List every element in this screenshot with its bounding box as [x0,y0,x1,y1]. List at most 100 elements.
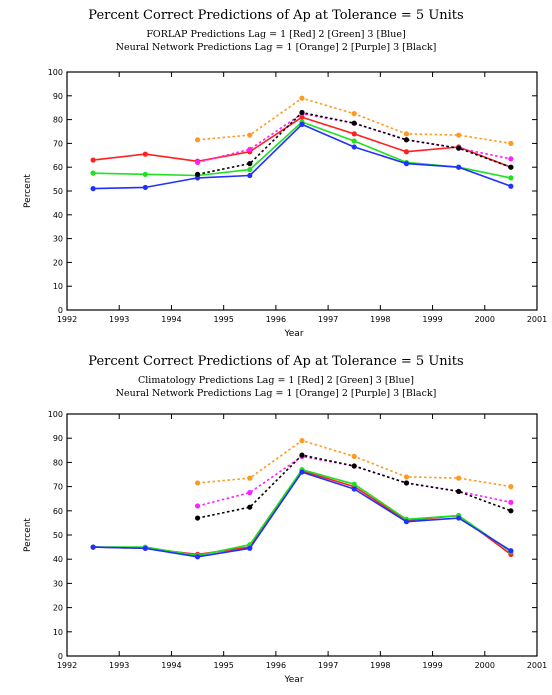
y-tick-label: 90 [53,92,63,101]
data-point-2 [508,548,514,554]
chart-title: Percent Correct Predictions of Ap at Tol… [88,8,464,23]
y-tick-label: 60 [53,507,63,516]
y-tick-label: 90 [53,434,63,443]
data-point-3 [194,137,201,143]
data-point-5 [194,171,201,177]
x-tick-label: 2001 [527,661,547,670]
data-point-1 [142,171,148,177]
y-tick-label: 50 [53,187,63,196]
data-point-1 [247,166,253,173]
y-tick-label: 60 [53,163,63,172]
x-tick-label: 1994 [161,315,181,324]
data-point-0 [403,149,410,155]
data-point-0 [142,151,148,157]
x-tick-label: 1994 [161,661,181,670]
x-tick-label: 2000 [475,315,495,324]
data-point-3 [508,140,514,146]
plot-frame [66,413,538,657]
x-axis-label: Year [283,675,303,685]
y-tick-label: 50 [53,531,63,540]
chart-panel-climatology: Percent Correct Predictions of Ap at Tol… [0,348,552,695]
chart-subtitle-1: FORLAP Predictions Lag = 1 [Red] 2 [Gree… [146,29,406,40]
y-tick-label: 0 [58,652,63,661]
x-axis-label: Year [283,329,303,339]
x-tick-label: 1998 [370,661,390,670]
x-tick-label: 1999 [422,661,442,670]
line-chart-forlap: 0 10 20 30 40 50 60 70 80 90 100 1992 1993 1994 1995 19… [23,68,547,339]
data-point-3 [299,95,305,101]
plot-frame [66,71,538,311]
y-tick-label: 70 [53,483,63,492]
data-point-2 [351,144,357,150]
x-tick-label: 2000 [475,661,495,670]
data-point-4 [194,159,201,166]
x-tick-label: 1993 [109,315,129,324]
data-point-4 [508,156,514,162]
y-tick-label: 20 [53,258,63,267]
y-tick-label: 40 [53,211,63,220]
data-point-2 [403,519,410,525]
data-point-5 [299,109,305,116]
chart-panel-forlap: Percent Correct Predictions of Ap at Tol… [23,8,547,339]
y-tick-label: 20 [53,604,63,613]
x-tick-label: 1995 [213,661,233,670]
data-point-2 [194,554,201,560]
data-point-5 [456,488,462,495]
data-point-2 [508,183,514,189]
x-tick-label: 1993 [109,661,129,670]
chart-subtitle-2: Neural Network Predictions Lag = 1 [Oran… [115,42,437,53]
y-tick-label: 10 [53,628,63,637]
data-point-2 [247,172,253,179]
data-point-0 [351,131,357,137]
y-tick-label: 30 [53,235,63,244]
x-tick-label: 1992 [57,315,77,324]
y-axis-label: Percent [23,174,33,208]
data-point-2 [456,515,462,521]
data-point-1 [508,175,514,181]
series-line-2 [93,123,512,190]
data-point-3 [247,475,253,481]
data-point-5 [403,480,410,486]
data-point-2 [142,545,148,551]
data-point-2 [299,469,305,475]
data-point-4 [247,146,253,152]
data-point-5 [247,161,253,167]
y-tick-label: 40 [53,555,63,564]
data-point-5 [351,120,357,126]
x-tick-label: 1997 [318,315,338,324]
data-point-4 [508,499,514,505]
series-line-2 [93,471,512,558]
y-tick-label: 80 [53,116,63,125]
data-point-3 [351,453,357,459]
series-line-1 [93,468,512,557]
data-point-2 [194,175,201,181]
y-tick-label: 70 [53,139,63,148]
data-point-0 [90,157,96,163]
data-point-5 [456,145,462,151]
data-point-4 [194,503,201,509]
data-point-2 [403,161,410,167]
y-axis-label: Percent [23,518,33,552]
data-point-0 [299,114,305,120]
data-point-5 [247,504,253,510]
data-point-5 [351,463,357,469]
y-tick-label: 80 [53,458,63,467]
data-point-3 [351,111,357,117]
data-point-5 [403,137,410,143]
y-tick-label: 10 [53,282,63,291]
x-tick-label: 1998 [370,315,390,324]
data-point-2 [90,544,96,550]
y-tick-label: 100 [48,410,63,419]
data-point-3 [299,438,305,444]
x-tick-label: 1996 [266,661,286,670]
data-point-4 [247,490,253,496]
series-line-0 [93,470,512,556]
x-tick-label: 1992 [57,661,77,670]
chart-subtitle-1: Climatology Predictions Lag = 1 [Red] 2 … [138,375,414,386]
data-point-2 [247,545,253,551]
data-point-2 [456,164,462,170]
data-point-2 [142,184,148,191]
data-point-2 [351,486,357,492]
x-tick-label: 1997 [318,661,338,670]
data-point-1 [351,481,357,487]
